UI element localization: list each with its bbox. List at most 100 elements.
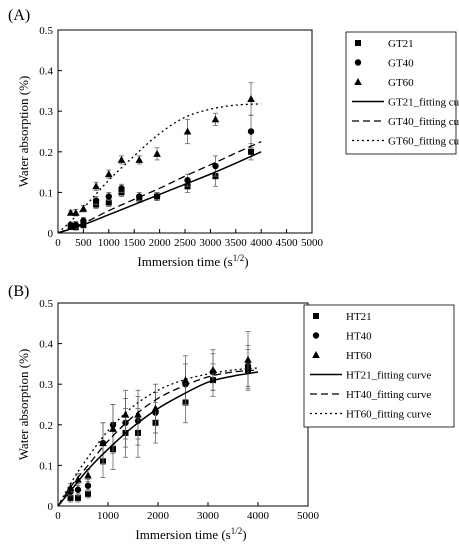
panel-label: (B) <box>8 283 29 300</box>
y-tick-label: 0 <box>48 501 54 513</box>
series-gt60 <box>66 82 255 217</box>
x-axis-label-text: Immersion time (s <box>135 527 230 542</box>
data-point <box>117 155 126 163</box>
legend-entry: HT21 <box>346 311 372 323</box>
fit-curve-ht40-fitting-curve <box>58 369 259 506</box>
y-tick-label: 0.4 <box>39 339 53 351</box>
data-point <box>244 355 252 363</box>
y-tick-label: 0.1 <box>39 187 53 199</box>
x-tick-label: 500 <box>75 237 92 249</box>
x-axis-label: Immersion time (s1/2) <box>135 526 246 542</box>
x-axis-label-text: Immersion time (s <box>137 254 232 269</box>
y-tick-label: 0.5 <box>39 25 53 37</box>
legend-marker <box>313 313 319 319</box>
y-tick-label: 0 <box>48 228 54 240</box>
legend-entry: HT60 <box>346 350 372 362</box>
y-tick-label: 0.4 <box>39 66 53 78</box>
x-tick-label: 2500 <box>174 237 197 249</box>
y-axis-label: Water absorption (%) <box>16 76 31 188</box>
data-point <box>105 170 113 178</box>
legend: GT21 GT40 GT60 GT21_fitting curve GT40_fitti… <box>345 31 459 155</box>
x-tick-label: 1500 <box>123 237 146 249</box>
y-tick-label: 0.3 <box>39 379 53 391</box>
legend-box <box>303 304 455 428</box>
legend-marker <box>354 59 362 66</box>
fit-curve-ht21-fitting-curve <box>58 371 259 506</box>
x-tick-label: 2000 <box>147 510 170 522</box>
legend-box <box>345 31 457 155</box>
data-point <box>74 486 82 493</box>
legend-entry: GT21_fitting curve <box>388 97 459 109</box>
data-point <box>247 95 255 103</box>
data-point <box>209 365 217 373</box>
data-point <box>135 155 144 163</box>
data-point <box>92 197 100 204</box>
x-axis-label-superscript: 1/2 <box>233 253 245 263</box>
data-point <box>105 193 113 200</box>
data-point <box>211 115 220 123</box>
y-tick-label: 0.2 <box>39 420 53 432</box>
legend-marker <box>312 332 320 339</box>
legend-marker <box>355 40 361 46</box>
x-tick-label: 1000 <box>98 237 121 249</box>
x-tick-label: 1000 <box>97 510 120 522</box>
legend-marker <box>354 78 362 85</box>
data-point <box>92 182 100 190</box>
legend-entry: GT60 <box>388 77 414 89</box>
fit-curve-gt21-fitting-curve <box>58 151 262 233</box>
x-tick-label: 5000 <box>301 237 324 249</box>
data-point <box>67 494 74 501</box>
x-tick-label: 2000 <box>149 237 172 249</box>
legend-entry: HT40_fitting curve <box>346 389 431 401</box>
data-point <box>247 128 255 135</box>
data-point <box>181 376 190 384</box>
legend-entry: GT40 <box>388 58 414 70</box>
legend: HT21 HT40 HT60 HT21_fitting curve HT40_fitti… <box>303 304 455 428</box>
fit-curve-gt60-fitting-curve <box>58 103 262 233</box>
x-tick-label: 5000 <box>297 510 320 522</box>
panel-label: (A) <box>8 7 30 24</box>
data-point <box>121 410 130 418</box>
legend-entry: GT40_fitting curve <box>388 116 459 128</box>
x-axis-label: Immersion time (s1/2) <box>137 253 248 269</box>
data-point <box>66 208 75 216</box>
x-tick-label: 0 <box>55 237 61 249</box>
x-axis-label-end: ) <box>244 254 248 269</box>
data-point <box>184 177 191 184</box>
y-tick-label: 0.5 <box>39 298 53 310</box>
x-tick-label: 3500 <box>225 237 248 249</box>
legend-entry: HT40 <box>346 331 372 343</box>
data-point <box>153 149 161 157</box>
series-ht40 <box>67 345 252 497</box>
chart-panel-b: (B) 0 1000 2000 3000 4000 5000 0 0.1 0.2 0.3 0.4 0.5… <box>8 283 455 542</box>
data-point <box>212 162 219 170</box>
series-ht60 <box>66 331 252 493</box>
y-axis-label: Water absorption (%) <box>16 349 31 461</box>
x-tick-label: 4000 <box>247 510 270 522</box>
data-point <box>85 490 91 497</box>
legend-entry: GT60_fitting curve <box>388 136 459 148</box>
x-axis-label-end: ) <box>242 527 246 542</box>
data-point <box>118 185 125 192</box>
x-tick-label: 0 <box>55 510 61 522</box>
legend-entry: GT21 <box>388 38 414 50</box>
fit-curve-ht60-fitting-curve <box>58 367 259 506</box>
x-tick-label: 4500 <box>276 237 299 249</box>
data-point <box>84 471 92 479</box>
legend-marker <box>312 351 320 358</box>
data-point <box>67 221 74 229</box>
data-point <box>248 148 255 155</box>
chart-panel-a: (A) 0 500 1000 1500 2000 2500 3000 3500 4000 4500 5… <box>8 7 459 269</box>
x-tick-label: 3000 <box>197 510 220 522</box>
series-gt40 <box>67 114 255 229</box>
data-point <box>71 208 80 216</box>
data-point <box>109 424 117 432</box>
x-axis-label-superscript: 1/2 <box>231 526 243 536</box>
legend-entry: HT21_fitting curve <box>346 370 431 382</box>
series-ht21 <box>67 349 251 503</box>
y-tick-label: 0.2 <box>39 147 53 159</box>
data-point <box>183 127 192 135</box>
y-tick-label: 0.1 <box>39 460 53 472</box>
data-point <box>75 494 81 501</box>
